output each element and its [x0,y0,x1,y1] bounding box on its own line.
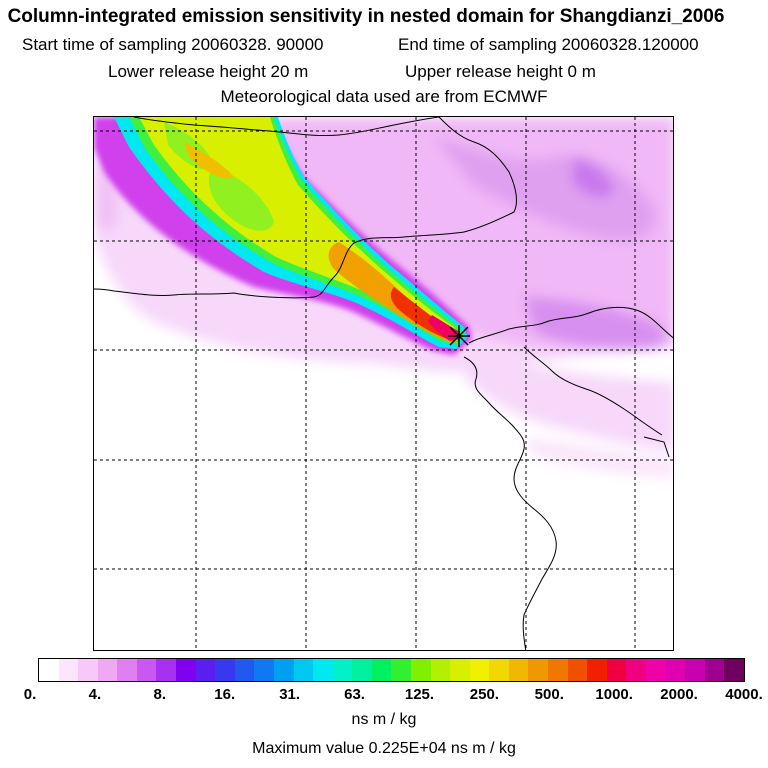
colorbar-tick-label: 4. [88,686,102,703]
colorbar-segment [176,659,196,681]
colorbar-segment [704,659,725,681]
colorbar-segment [469,659,490,681]
colorbar-segment [685,659,705,681]
colorbar-segment [450,659,470,681]
colorbar-segment [78,659,98,681]
colorbar-segment [548,659,568,681]
colorbar-segment [313,659,333,681]
plume-layers [94,117,472,355]
lower-release-height-label: Lower release height 20 m [108,62,309,81]
colorbar-tick-label: 31. [279,686,301,703]
colorbar-segment [587,659,607,681]
colorbar-tick-label: 250. [469,686,499,703]
release-site-cross-icon [448,325,470,347]
colorbar-segment [293,659,314,681]
colorbar-segment [215,659,235,681]
gridlines [94,117,673,650]
colorbar-segment [117,659,137,681]
colorbar-segment [645,659,666,681]
colorbar-segment [332,659,353,681]
colorbar-tick-label: 0. [23,686,37,703]
end-time-label: End time of sampling 20060328.120000 [398,35,699,54]
plume-green-patch-1 [208,167,274,231]
met-data-label: Meteorological data used are from ECMWF [220,87,548,106]
colorbar-segment [58,659,79,681]
colorbar-tick-label: 2000. [660,686,698,703]
colorbar-segment [371,659,392,681]
colorbar-segment [195,659,216,681]
colorbar-tick-label: 500. [534,686,564,703]
colorbar-segment [352,659,372,681]
colorbar-tick-label: 1000. [595,686,633,703]
colorbar-segment [489,659,509,681]
colorbar-segment [254,659,274,681]
colorbar-segment [724,659,744,681]
start-time-label: Start time of sampling 20060328. 90000 [22,35,324,54]
max-value-label: Maximum value 0.225E+04 ns m / kg [252,740,516,757]
colorbar-segment [508,659,529,681]
plume-peak [428,315,460,341]
units-label: ns m / kg [351,711,417,728]
colorbar-segment [234,659,255,681]
colorbar-tick-label: 63. [344,686,365,703]
colorbar-segment [430,659,451,681]
colorbar-segment [273,659,294,681]
colorbar-segment [391,659,411,681]
colorbar-tick-label: 4000. [725,686,763,703]
colorbar-segment [528,659,549,681]
colorbar-segment [567,659,588,681]
plume-orange-band [184,142,234,179]
map-canvas [94,117,673,650]
emission-sensitivity-map [93,116,674,651]
colorbar-segment [665,659,686,681]
chart-title: Column-integrated emission sensitivity i… [7,6,725,27]
coastlines [94,117,673,650]
colorbar-segment [97,659,118,681]
colorbar-tick-label: 125. [404,686,435,703]
colorbar [38,658,745,682]
upper-release-height-label: Upper release height 0 m [405,62,596,81]
colorbar-segment [410,659,431,681]
colorbar-segment [136,659,157,681]
colorbar-segment [39,659,59,681]
colorbar-segment [606,659,627,681]
colorbar-segment [156,659,177,681]
colorbar-segment [626,659,646,681]
colorbar-tick-label: 8. [153,686,167,703]
colorbar-tick-label: 16. [214,686,236,703]
